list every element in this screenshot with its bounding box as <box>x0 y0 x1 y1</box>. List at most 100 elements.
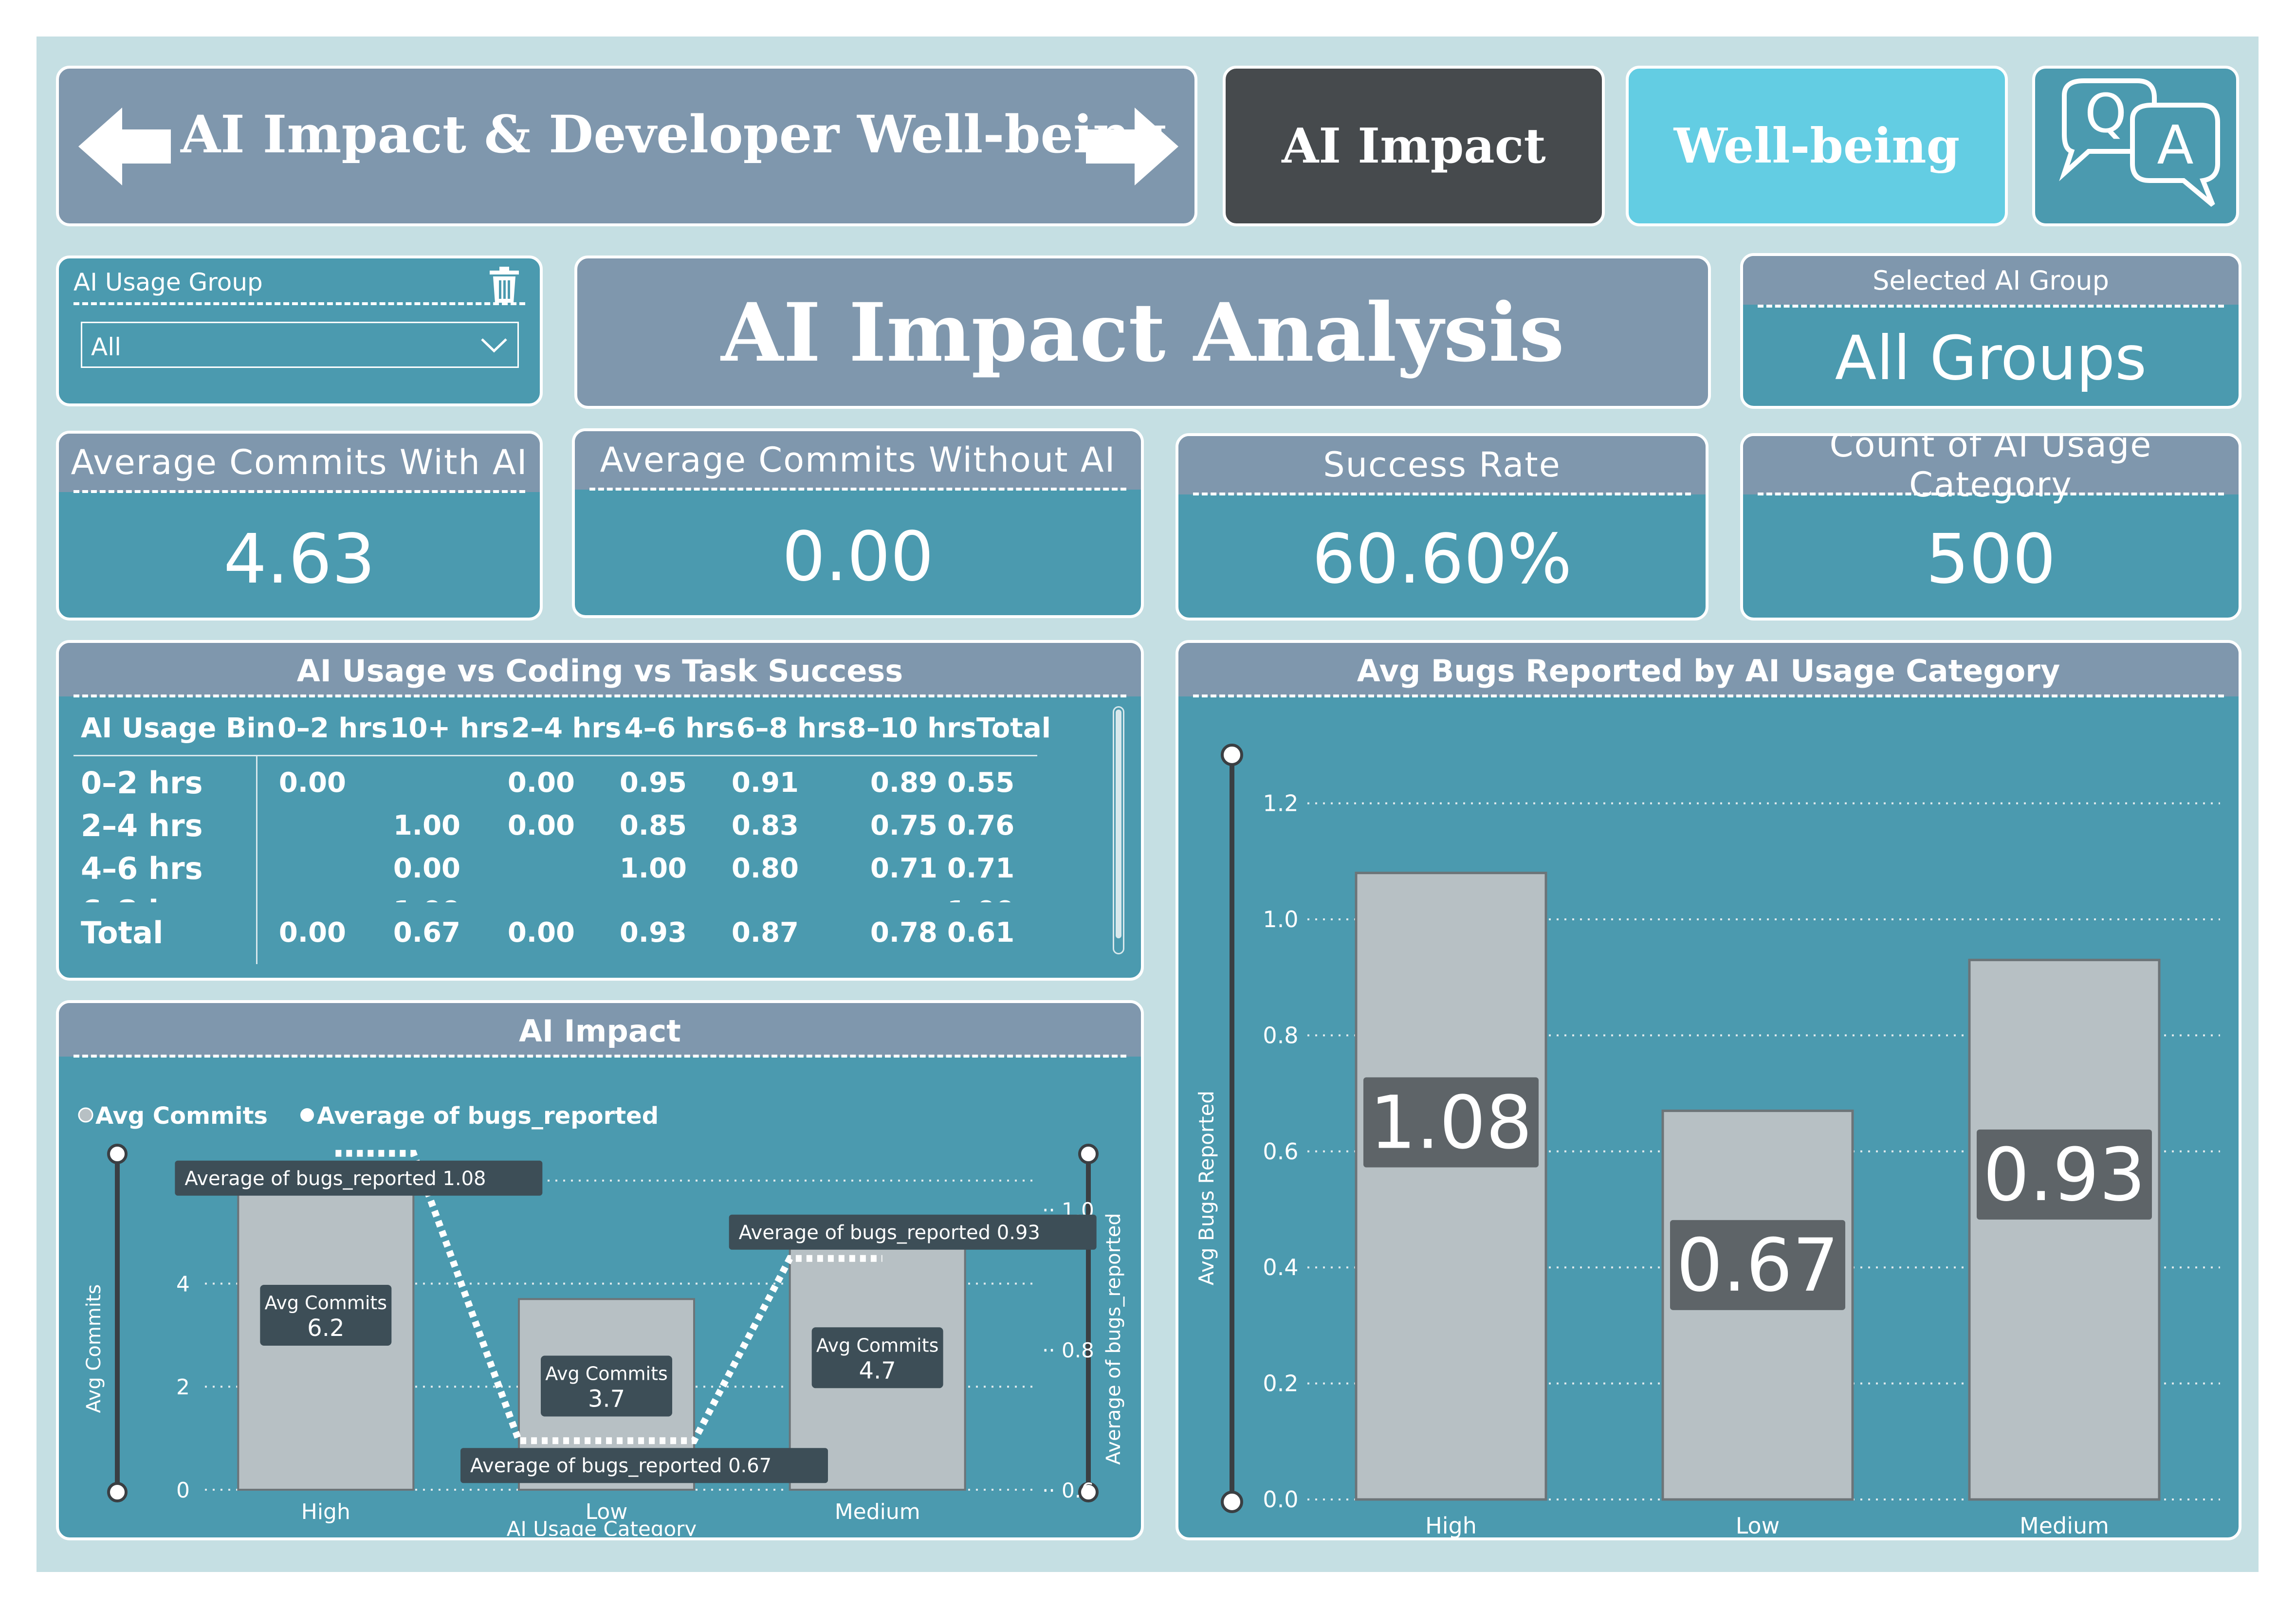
slicer-dropdown[interactable]: All <box>81 322 519 368</box>
table-cell: 0.00 <box>278 767 346 799</box>
line-data-label: Average of bugs_reported 0.93 <box>739 1222 1040 1244</box>
table-cell <box>254 847 368 890</box>
chart-header-bg <box>59 1003 1141 1057</box>
kpi-avg-commits-without-ai: Average Commits Without AI 0.00 <box>572 428 1144 618</box>
chevron-down-icon <box>481 338 507 353</box>
column-header[interactable]: AI Usage Bin <box>81 712 276 744</box>
slicer-selected-value: All <box>91 333 121 361</box>
y-tick-label: 1.0 <box>1263 906 1298 932</box>
ai-usage-matrix-card: AI Usage vs Coding vs Task Success AI Us… <box>56 640 1144 981</box>
matrix-header-bg <box>59 643 1141 696</box>
matrix-title: AI Usage vs Coding vs Task Success <box>296 653 903 689</box>
slider-handle-bottom <box>1078 1482 1099 1502</box>
column-header[interactable]: 0–2 hrs <box>277 712 388 744</box>
x-tick-label: Medium <box>835 1499 920 1524</box>
legend-swatch-avg-commits <box>78 1107 93 1123</box>
table-cell: 0.78 <box>870 916 937 949</box>
kpi-value: 500 <box>1926 519 2056 599</box>
selected-group-value: All Groups <box>1835 323 2147 394</box>
column-header[interactable]: Total <box>976 712 1051 744</box>
table-cell: 0.76 <box>947 809 1015 841</box>
data-label-title: Avg Commits <box>816 1334 939 1356</box>
slider-handle-top <box>107 1144 128 1164</box>
matrix-divider <box>73 694 1126 697</box>
qa-button[interactable]: Q A <box>2032 66 2239 226</box>
table-cell <box>597 890 709 902</box>
line-data-label-bg <box>729 1214 1097 1250</box>
line-data-label: Average of bugs_reported 0.67 <box>470 1455 771 1477</box>
y-axis-title: Avg Bugs Reported <box>1194 1091 1218 1285</box>
data-label-bg <box>541 1355 672 1417</box>
kpi-label: Average Commits Without AI <box>600 440 1116 480</box>
table-cell: 0.00 <box>507 916 575 949</box>
table-cell: 0.95 <box>619 767 687 799</box>
back-arrow-icon[interactable] <box>78 108 176 185</box>
matrix-row-divider <box>256 755 257 964</box>
column-header[interactable]: 2–4 hrs <box>511 712 622 744</box>
clear-filter-trash-icon[interactable] <box>487 266 521 305</box>
y-tick-label: 0.0 <box>1263 1486 1298 1513</box>
kpi-divider <box>1193 493 1691 495</box>
legend-label-bugs-reported: Average of bugs_reported <box>317 1102 659 1130</box>
table-cell <box>368 761 482 804</box>
matrix-header-row: AI Usage Bin 0–2 hrs 10+ hrs 2–4 hrs 4–6… <box>73 704 1051 752</box>
table-cell: 0.89 <box>870 767 937 799</box>
column-header[interactable]: 6–8 hrs <box>736 712 846 744</box>
nav-wellbeing-button[interactable]: Well-being <box>1626 66 2008 226</box>
table-cell: 0.85 <box>619 809 687 841</box>
column-header[interactable]: 4–6 hrs <box>624 712 735 744</box>
table-cell: 0.87 <box>731 916 799 949</box>
table-cell: 0.75 <box>870 809 937 841</box>
page-title: AI Impact Analysis <box>574 256 1711 409</box>
matrix-scrollbar-thumb[interactable] <box>1116 710 1121 938</box>
column-header[interactable]: 10+ hrs <box>389 712 509 744</box>
table-cell: 0.00 <box>507 809 575 841</box>
slider-handle-bottom <box>107 1482 128 1502</box>
y-tick-label: 0.2 <box>1263 1370 1298 1397</box>
matrix-scrollbar[interactable] <box>1113 706 1124 954</box>
data-label-bg <box>1363 1077 1539 1168</box>
matrix-rows: 0–2 hrs 0.00 0.00 0.95 0.91 0.89 0.55 2–… <box>73 761 1022 903</box>
qa-q-letter: Q <box>2085 82 2127 145</box>
legend-label-avg-commits: Avg Commits <box>95 1102 268 1130</box>
table-cell <box>254 890 368 902</box>
data-label-value: 3.7 <box>588 1386 625 1413</box>
chart-divider <box>73 1055 1126 1058</box>
report-title: AI Impact & Developer Well-being <box>181 104 1167 164</box>
matrix-table: AI Usage Bin 0–2 hrs 10+ hrs 2–4 hrs 4–6… <box>73 704 1051 752</box>
x-tick-label: High <box>301 1499 350 1524</box>
y-tick-label: 2 <box>176 1375 190 1400</box>
table-cell: 0.67 <box>393 916 460 949</box>
y-tick-label: 4 <box>176 1272 190 1297</box>
x-axis-title: AI Usage Category <box>507 1517 697 1536</box>
table-cell: 0.71 <box>870 852 937 884</box>
forward-arrow-icon[interactable] <box>1081 108 1178 185</box>
row-header: 4–6 hrs <box>81 850 203 886</box>
x-tick-label: Low <box>1736 1513 1780 1537</box>
nav-ai-impact-button[interactable]: AI Impact <box>1223 66 1605 226</box>
y-tick-label: 0.4 <box>1263 1254 1298 1280</box>
data-label-value: 1.08 <box>1370 1081 1532 1166</box>
table-cell: 0.00 <box>278 916 346 949</box>
ai-impact-chart-card: AI Impact Avg Commits Average of bugs_rep… <box>56 1000 1144 1540</box>
table-cell: 0.00 <box>393 852 460 884</box>
selected-group-divider <box>1758 305 2224 308</box>
qa-chat-icon: Q A <box>2059 78 2220 207</box>
slider-handle-top <box>1078 1144 1099 1164</box>
table-cell: 1.00 <box>947 890 1022 903</box>
column-header[interactable]: 8–10 hrs <box>847 712 976 744</box>
table-cell <box>821 890 947 902</box>
y2-tick-label: ·· 0.6 <box>1042 1479 1094 1502</box>
y2-axis-title: Average of bugs_reported <box>1102 1213 1125 1464</box>
data-label-value: 6.2 <box>307 1315 344 1342</box>
chart-divider <box>1193 694 2224 697</box>
x-tick-label: Medium <box>2020 1513 2109 1537</box>
table-cell <box>482 890 597 902</box>
table-cell: 1.00 <box>619 852 687 884</box>
line-data-label: Average of bugs_reported 1.08 <box>184 1168 486 1190</box>
table-cell: 0.00 <box>507 767 575 799</box>
avg-bugs-chart-card: Avg Bugs Reported by AI Usage Category 0… <box>1176 640 2241 1540</box>
table-cell: 1.00 <box>368 890 482 903</box>
table-row: 6–8 hrs 1.00 1.00 <box>73 890 1022 903</box>
